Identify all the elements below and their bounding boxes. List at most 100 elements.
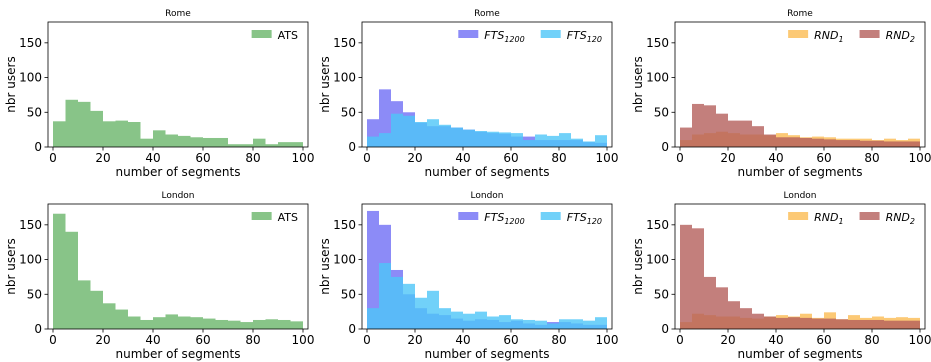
legend-swatch bbox=[251, 30, 272, 38]
series-2 bbox=[680, 224, 920, 329]
x-tick-label: 20 bbox=[720, 333, 735, 347]
x-tick-label: 0 bbox=[49, 151, 57, 165]
y-tick-label: 0 bbox=[348, 140, 356, 154]
bar bbox=[190, 317, 203, 329]
legend-swatch bbox=[251, 212, 272, 220]
bar bbox=[240, 144, 253, 147]
bar bbox=[764, 316, 776, 329]
legend-swatch bbox=[788, 212, 809, 220]
y-tick-label: 150 bbox=[333, 218, 356, 232]
bar bbox=[427, 290, 439, 329]
bar bbox=[367, 210, 379, 329]
bar bbox=[896, 320, 908, 329]
x-tick-label: 40 bbox=[455, 151, 470, 165]
bar bbox=[884, 320, 896, 329]
bar bbox=[439, 124, 451, 147]
legend-swatch bbox=[788, 30, 809, 38]
x-tick-label: 40 bbox=[455, 333, 470, 347]
series-2 bbox=[367, 113, 607, 147]
bar bbox=[290, 321, 303, 329]
bar bbox=[824, 139, 836, 147]
legend-label: RND2 bbox=[886, 211, 915, 226]
bar bbox=[860, 319, 872, 329]
bar bbox=[153, 130, 166, 147]
bar bbox=[153, 317, 166, 329]
series-2 bbox=[367, 263, 607, 329]
bar bbox=[704, 276, 716, 329]
x-axis-label: number of segments bbox=[116, 165, 241, 179]
x-tick-label: 100 bbox=[596, 151, 619, 165]
bar bbox=[53, 121, 66, 147]
legend-label: FTS1200 bbox=[484, 211, 524, 226]
axes-frame bbox=[674, 203, 926, 330]
axes-frame bbox=[47, 203, 309, 330]
bar bbox=[752, 313, 764, 329]
bar bbox=[559, 133, 571, 147]
bar bbox=[178, 135, 191, 147]
chart-panel-4: 0 20 40 60 80 100 0 50 100 150 London number of seg… bbox=[4, 191, 314, 361]
y-tick-label: 50 bbox=[341, 105, 356, 119]
bar bbox=[583, 141, 595, 147]
x-tick-label: 100 bbox=[909, 151, 931, 165]
bar bbox=[278, 142, 291, 147]
bar bbox=[896, 141, 908, 147]
x-tick-label: 40 bbox=[768, 151, 783, 165]
bar bbox=[379, 89, 391, 147]
y-tick-label: 150 bbox=[19, 218, 42, 232]
y-tick-label: 50 bbox=[654, 105, 669, 119]
chart-title: London bbox=[784, 191, 817, 201]
y-tick-label: 0 bbox=[34, 322, 42, 336]
bar bbox=[523, 319, 535, 329]
x-tick-label: 80 bbox=[864, 333, 879, 347]
bar bbox=[788, 137, 800, 147]
bar bbox=[463, 313, 475, 329]
y-tick-label: 100 bbox=[333, 71, 356, 85]
legend-label: FTS120 bbox=[567, 29, 602, 44]
y-tick-label: 150 bbox=[646, 218, 669, 232]
chart-panel-1: 0 20 40 60 80 100 0 50 100 150 Rome number of segme… bbox=[4, 9, 314, 179]
bar bbox=[812, 318, 824, 329]
bar bbox=[265, 319, 278, 329]
y-axis-label: nbr users bbox=[631, 56, 645, 112]
x-tick-label: 100 bbox=[596, 333, 619, 347]
y-tick-label: 150 bbox=[333, 36, 356, 50]
y-tick-label: 50 bbox=[27, 105, 42, 119]
x-tick-label: 80 bbox=[551, 151, 566, 165]
y-tick-label: 150 bbox=[646, 36, 669, 50]
bar bbox=[190, 137, 203, 147]
bar bbox=[764, 134, 776, 147]
x-tick-label: 80 bbox=[864, 151, 879, 165]
bar bbox=[716, 113, 728, 147]
bar bbox=[523, 140, 535, 147]
y-axis-label: nbr users bbox=[4, 56, 18, 112]
bar bbox=[278, 319, 291, 329]
bar bbox=[228, 144, 241, 147]
chart-panel-6: 0 20 40 60 80 100 0 50 100 150 London number of seg… bbox=[631, 191, 931, 361]
bar bbox=[776, 317, 788, 329]
x-tick-label: 80 bbox=[551, 333, 566, 347]
bar bbox=[571, 319, 583, 329]
bar bbox=[872, 140, 884, 147]
x-tick-label: 0 bbox=[363, 333, 371, 347]
bar bbox=[178, 316, 191, 329]
bar bbox=[908, 141, 920, 147]
bar bbox=[90, 290, 103, 329]
bar bbox=[439, 308, 451, 329]
bar bbox=[571, 138, 583, 147]
bar bbox=[128, 122, 141, 147]
x-axis-label: number of segments bbox=[116, 347, 241, 361]
bar bbox=[680, 127, 692, 147]
x-tick-label: 20 bbox=[407, 151, 422, 165]
legend-swatch bbox=[540, 212, 561, 220]
axes-frame bbox=[361, 21, 613, 148]
x-axis-label: number of segments bbox=[425, 165, 550, 179]
bar bbox=[499, 132, 511, 147]
bar bbox=[391, 276, 403, 329]
x-tick-label: 60 bbox=[816, 151, 831, 165]
bar bbox=[595, 317, 607, 329]
x-tick-label: 80 bbox=[245, 151, 260, 165]
bar bbox=[487, 316, 499, 329]
x-tick-label: 0 bbox=[676, 333, 684, 347]
chart-panel-3: 0 20 40 60 80 100 0 50 100 150 Rome number of segme… bbox=[631, 9, 931, 179]
